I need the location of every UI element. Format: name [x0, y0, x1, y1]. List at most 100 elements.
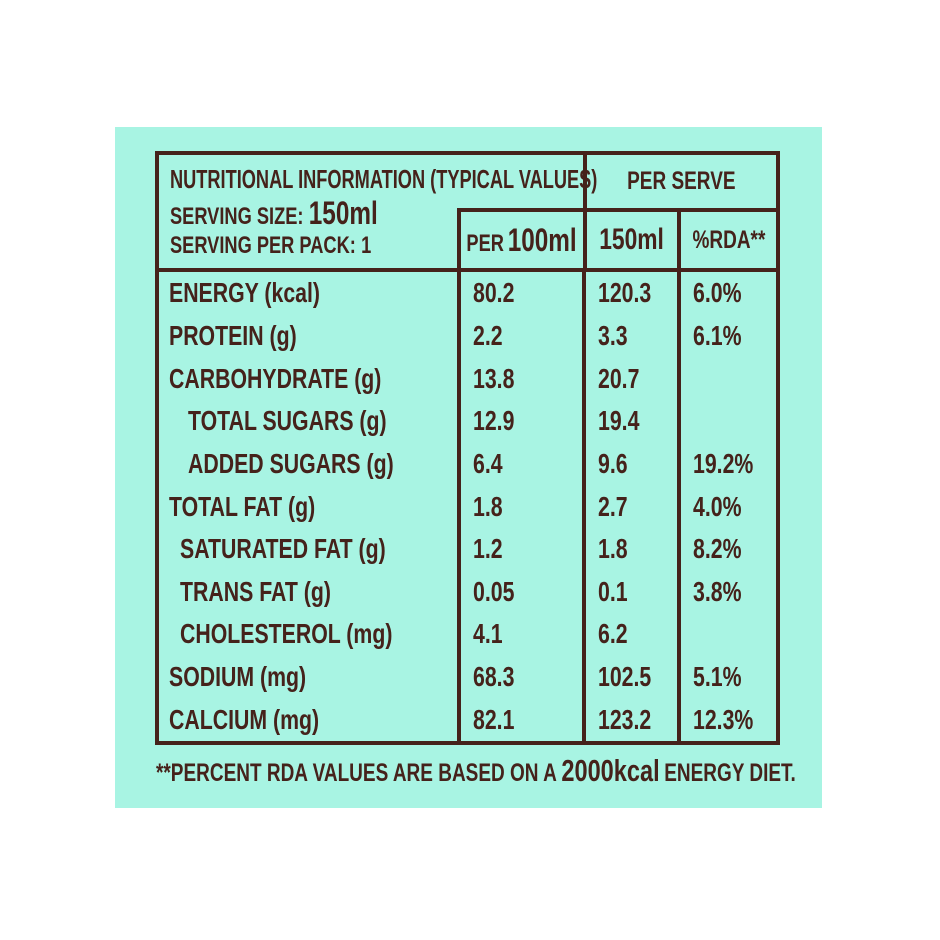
row-per100-cell: 82.1	[461, 704, 582, 736]
row-label-cell: PROTEIN (g)	[159, 320, 457, 352]
row-rda-value: 6.1%	[693, 319, 742, 351]
per100-box-leftline	[457, 208, 461, 268]
row-per150-cell: 102.5	[586, 661, 677, 693]
per-serve-underline	[587, 208, 776, 212]
row-per100-value: 12.9	[473, 405, 515, 437]
column-divider	[582, 613, 586, 656]
table-row: CARBOHYDRATE (g) 13.8 20.7	[159, 357, 776, 400]
row-per150-value: 102.5	[598, 661, 652, 693]
table-row: CALCIUM (mg) 82.1 123.2 12.3%	[159, 698, 776, 742]
table-row: ADDED SUGARS (g) 6.4 9.6 19.2%	[159, 442, 776, 486]
row-label: TOTAL SUGARS (g)	[188, 405, 387, 437]
column-divider	[457, 527, 461, 571]
row-label-cell: SATURATED FAT (g)	[159, 533, 457, 565]
column-divider	[457, 357, 461, 400]
row-per100-value: 6.4	[473, 447, 503, 479]
table-title-text: NUTRITIONAL INFORMATION (TYPICAL VALUES)	[170, 164, 598, 194]
column-divider	[677, 485, 681, 528]
column-divider	[582, 399, 586, 443]
serving-per-pack-label: SERVING PER PACK:	[170, 232, 356, 259]
column-divider	[582, 698, 586, 742]
row-rda-cell: 12.3%	[681, 704, 776, 736]
column-divider	[677, 655, 681, 699]
per-150ml-header-cell: 150ml	[587, 212, 677, 268]
table-row: SATURATED FAT (g) 1.2 1.8 8.2%	[159, 527, 776, 571]
row-rda-value: 8.2%	[693, 533, 742, 565]
column-divider	[457, 655, 461, 699]
row-rda-value: 3.8%	[693, 575, 742, 607]
nutrition-rows: ENERGY (kcal) 80.2 120.3 6.0% PROTEIN (g…	[159, 272, 776, 742]
row-label: CALCIUM (mg)	[169, 703, 320, 735]
row-label: ENERGY (kcal)	[169, 277, 320, 309]
row-label-cell: TOTAL SUGARS (g)	[159, 405, 457, 437]
per-serve-header-cell: PER SERVE	[587, 155, 776, 208]
row-per150-cell: 1.8	[586, 533, 677, 565]
row-per150-cell: 3.3	[586, 320, 677, 352]
row-per100-cell: 6.4	[461, 448, 582, 480]
table-row: CHOLESTEROL (mg) 4.1 6.2	[159, 613, 776, 656]
header-vertical-divider	[583, 155, 587, 268]
column-divider	[582, 314, 586, 358]
table-row: PROTEIN (g) 2.2 3.3 6.1%	[159, 314, 776, 358]
per-100ml-prefix: PER	[466, 229, 505, 257]
row-per150-value: 6.2	[598, 618, 628, 650]
row-per150-cell: 123.2	[586, 704, 677, 736]
row-per100-cell: 80.2	[461, 277, 582, 309]
row-per100-value: 68.3	[473, 661, 515, 693]
row-per150-value: 1.8	[598, 533, 628, 565]
row-label: TOTAL FAT (g)	[169, 490, 316, 522]
footnote-highlight: 2000kcal	[561, 753, 660, 788]
row-label-cell: SODIUM (mg)	[159, 661, 457, 693]
column-divider	[677, 613, 681, 656]
column-divider	[582, 655, 586, 699]
row-label: CHOLESTEROL (mg)	[180, 618, 393, 650]
row-label: PROTEIN (g)	[169, 319, 297, 351]
row-per150-value: 0.1	[598, 575, 628, 607]
row-per150-value: 2.7	[598, 490, 628, 522]
row-per100-value: 4.1	[473, 618, 503, 650]
column-divider	[677, 399, 681, 443]
column-divider	[582, 527, 586, 571]
row-per150-cell: 6.2	[586, 618, 677, 650]
row-label: CARBOHYDRATE (g)	[169, 362, 382, 394]
column-divider	[457, 698, 461, 742]
row-label-cell: CHOLESTEROL (mg)	[159, 618, 457, 650]
column-divider	[457, 272, 461, 315]
row-label: TRANS FAT (g)	[180, 575, 331, 607]
table-row: TRANS FAT (g) 0.05 0.1 3.8%	[159, 570, 776, 614]
nutrition-table: NUTRITIONAL INFORMATION (TYPICAL VALUES)…	[155, 151, 780, 745]
column-divider	[457, 314, 461, 358]
row-per150-cell: 20.7	[586, 363, 677, 395]
row-per100-cell: 4.1	[461, 618, 582, 650]
column-divider	[677, 272, 681, 315]
column-divider	[677, 357, 681, 400]
row-per100-cell: 12.9	[461, 405, 582, 437]
per100-box-topline	[457, 208, 583, 212]
column-divider	[677, 314, 681, 358]
row-label-cell: ADDED SUGARS (g)	[159, 448, 457, 480]
table-title: NUTRITIONAL INFORMATION (TYPICAL VALUES)	[170, 164, 781, 195]
row-per150-value: 19.4	[598, 405, 640, 437]
row-per100-value: 0.05	[473, 575, 515, 607]
per-serve-label: PER SERVE	[627, 167, 736, 195]
per-150ml-label: 150ml	[599, 223, 665, 256]
column-divider	[677, 527, 681, 571]
row-per100-cell: 1.8	[461, 491, 582, 523]
footnote-prefix: **PERCENT RDA VALUES ARE BASED ON A	[156, 759, 557, 787]
row-label: SODIUM (mg)	[169, 661, 307, 693]
row-label: SATURATED FAT (g)	[180, 533, 386, 565]
column-divider	[677, 570, 681, 614]
row-label-cell: CARBOHYDRATE (g)	[159, 363, 457, 395]
row-per100-cell: 0.05	[461, 576, 582, 608]
row-per100-value: 13.8	[473, 362, 515, 394]
row-label: ADDED SUGARS (g)	[188, 447, 394, 479]
footnote-suffix: ENERGY DIET.	[664, 759, 796, 787]
serving-per-pack-line: SERVING PER PACK: 1	[170, 232, 435, 260]
column-divider	[582, 357, 586, 400]
row-per100-value: 80.2	[473, 277, 515, 309]
per-100ml-header-cell: PER 100ml	[461, 212, 583, 268]
column-divider	[457, 570, 461, 614]
column-divider	[582, 485, 586, 528]
row-per100-value: 82.1	[473, 703, 515, 735]
row-rda-value: 5.1%	[693, 661, 742, 693]
